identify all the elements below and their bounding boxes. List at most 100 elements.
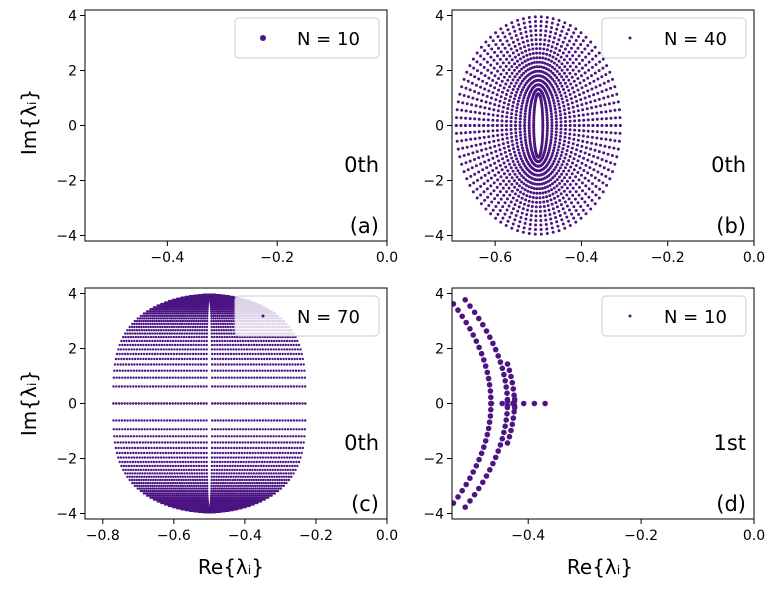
- data-point: [191, 376, 194, 379]
- data-point: [273, 402, 276, 405]
- data-point: [528, 67, 532, 71]
- data-point: [495, 154, 499, 158]
- data-point: [561, 40, 565, 44]
- data-point: [509, 47, 513, 51]
- data-point: [179, 329, 182, 332]
- data-point: [571, 142, 575, 146]
- data-point: [227, 496, 230, 499]
- data-point: [554, 57, 558, 61]
- data-point: [590, 49, 594, 53]
- data-point: [186, 484, 189, 488]
- data-point: [601, 57, 605, 61]
- data-point: [179, 464, 183, 468]
- data-point: [588, 81, 592, 85]
- data-point: [188, 494, 191, 497]
- data-point: [221, 492, 224, 495]
- data-point: [551, 230, 555, 234]
- data-point: [587, 94, 591, 98]
- data-point: [253, 348, 257, 351]
- data-point: [235, 487, 238, 490]
- data-point: [587, 187, 591, 191]
- data-point: [509, 128, 513, 131]
- data-point: [532, 187, 536, 190]
- data-point: [151, 456, 155, 459]
- data-point: [210, 464, 214, 468]
- data-point: [587, 68, 591, 72]
- data-point: [498, 164, 502, 167]
- data-point: [259, 348, 262, 351]
- data-point: [524, 49, 528, 53]
- data-point: [574, 220, 578, 224]
- data-point: [160, 402, 163, 405]
- data-point: [517, 96, 521, 100]
- data-point: [487, 171, 491, 175]
- data-point: [230, 419, 234, 422]
- data-point: [587, 179, 591, 183]
- data-point: [163, 478, 167, 482]
- data-point: [576, 201, 580, 205]
- data-point: [545, 118, 549, 122]
- data-point: [541, 196, 545, 199]
- data-point: [563, 108, 566, 112]
- data-point: [497, 46, 500, 50]
- data-point: [517, 42, 521, 46]
- data-point: [572, 137, 576, 141]
- data-point: [562, 88, 565, 91]
- data-point: [202, 369, 205, 372]
- data-point: [600, 124, 604, 127]
- data-point: [230, 363, 233, 366]
- data-point: [168, 376, 172, 379]
- data-point: [230, 314, 233, 318]
- data-point: [501, 157, 504, 161]
- data-point: [213, 332, 216, 335]
- data-point: [523, 93, 527, 97]
- data-point: [181, 348, 184, 351]
- data-point: [571, 68, 575, 72]
- data-point: [199, 435, 203, 438]
- data-point: [600, 172, 604, 176]
- data-point: [545, 227, 549, 231]
- data-point: [514, 154, 517, 157]
- data-point: [493, 161, 497, 165]
- data-point: [469, 73, 473, 77]
- data-point: [197, 456, 200, 459]
- data-point: [202, 402, 205, 405]
- data-point: [497, 171, 501, 174]
- data-point: [513, 44, 517, 48]
- data-point: [518, 154, 522, 158]
- data-point: [223, 308, 227, 311]
- data-point: [532, 121, 536, 125]
- data-point: [517, 69, 521, 73]
- data-point: [164, 357, 167, 361]
- data-point: [523, 164, 527, 168]
- data-point: [149, 348, 152, 351]
- data-point: [272, 348, 275, 351]
- data-point: [556, 99, 560, 103]
- data-point: [167, 494, 171, 497]
- data-point: [534, 223, 538, 227]
- data-point: [231, 494, 235, 497]
- data-point: [175, 357, 178, 361]
- data-point: [175, 468, 178, 472]
- data-point: [200, 348, 203, 351]
- data-point: [560, 75, 564, 79]
- data-point: [271, 343, 274, 347]
- x-tick-label: −0.2: [651, 250, 685, 266]
- data-point: [163, 332, 166, 335]
- data-point: [538, 191, 542, 195]
- data-point: [223, 484, 226, 488]
- data-point: [224, 310, 227, 313]
- data-point: [604, 88, 608, 92]
- data-point: [586, 112, 590, 116]
- data-point: [237, 460, 240, 464]
- data-point: [601, 181, 605, 185]
- data-point: [255, 428, 259, 431]
- data-point: [579, 98, 583, 102]
- data-point: [460, 139, 464, 143]
- data-point: [186, 489, 189, 493]
- data-point: [271, 446, 274, 450]
- data-point: [532, 191, 536, 195]
- data-point: [166, 376, 169, 379]
- data-point: [213, 306, 216, 309]
- data-point: [520, 51, 524, 55]
